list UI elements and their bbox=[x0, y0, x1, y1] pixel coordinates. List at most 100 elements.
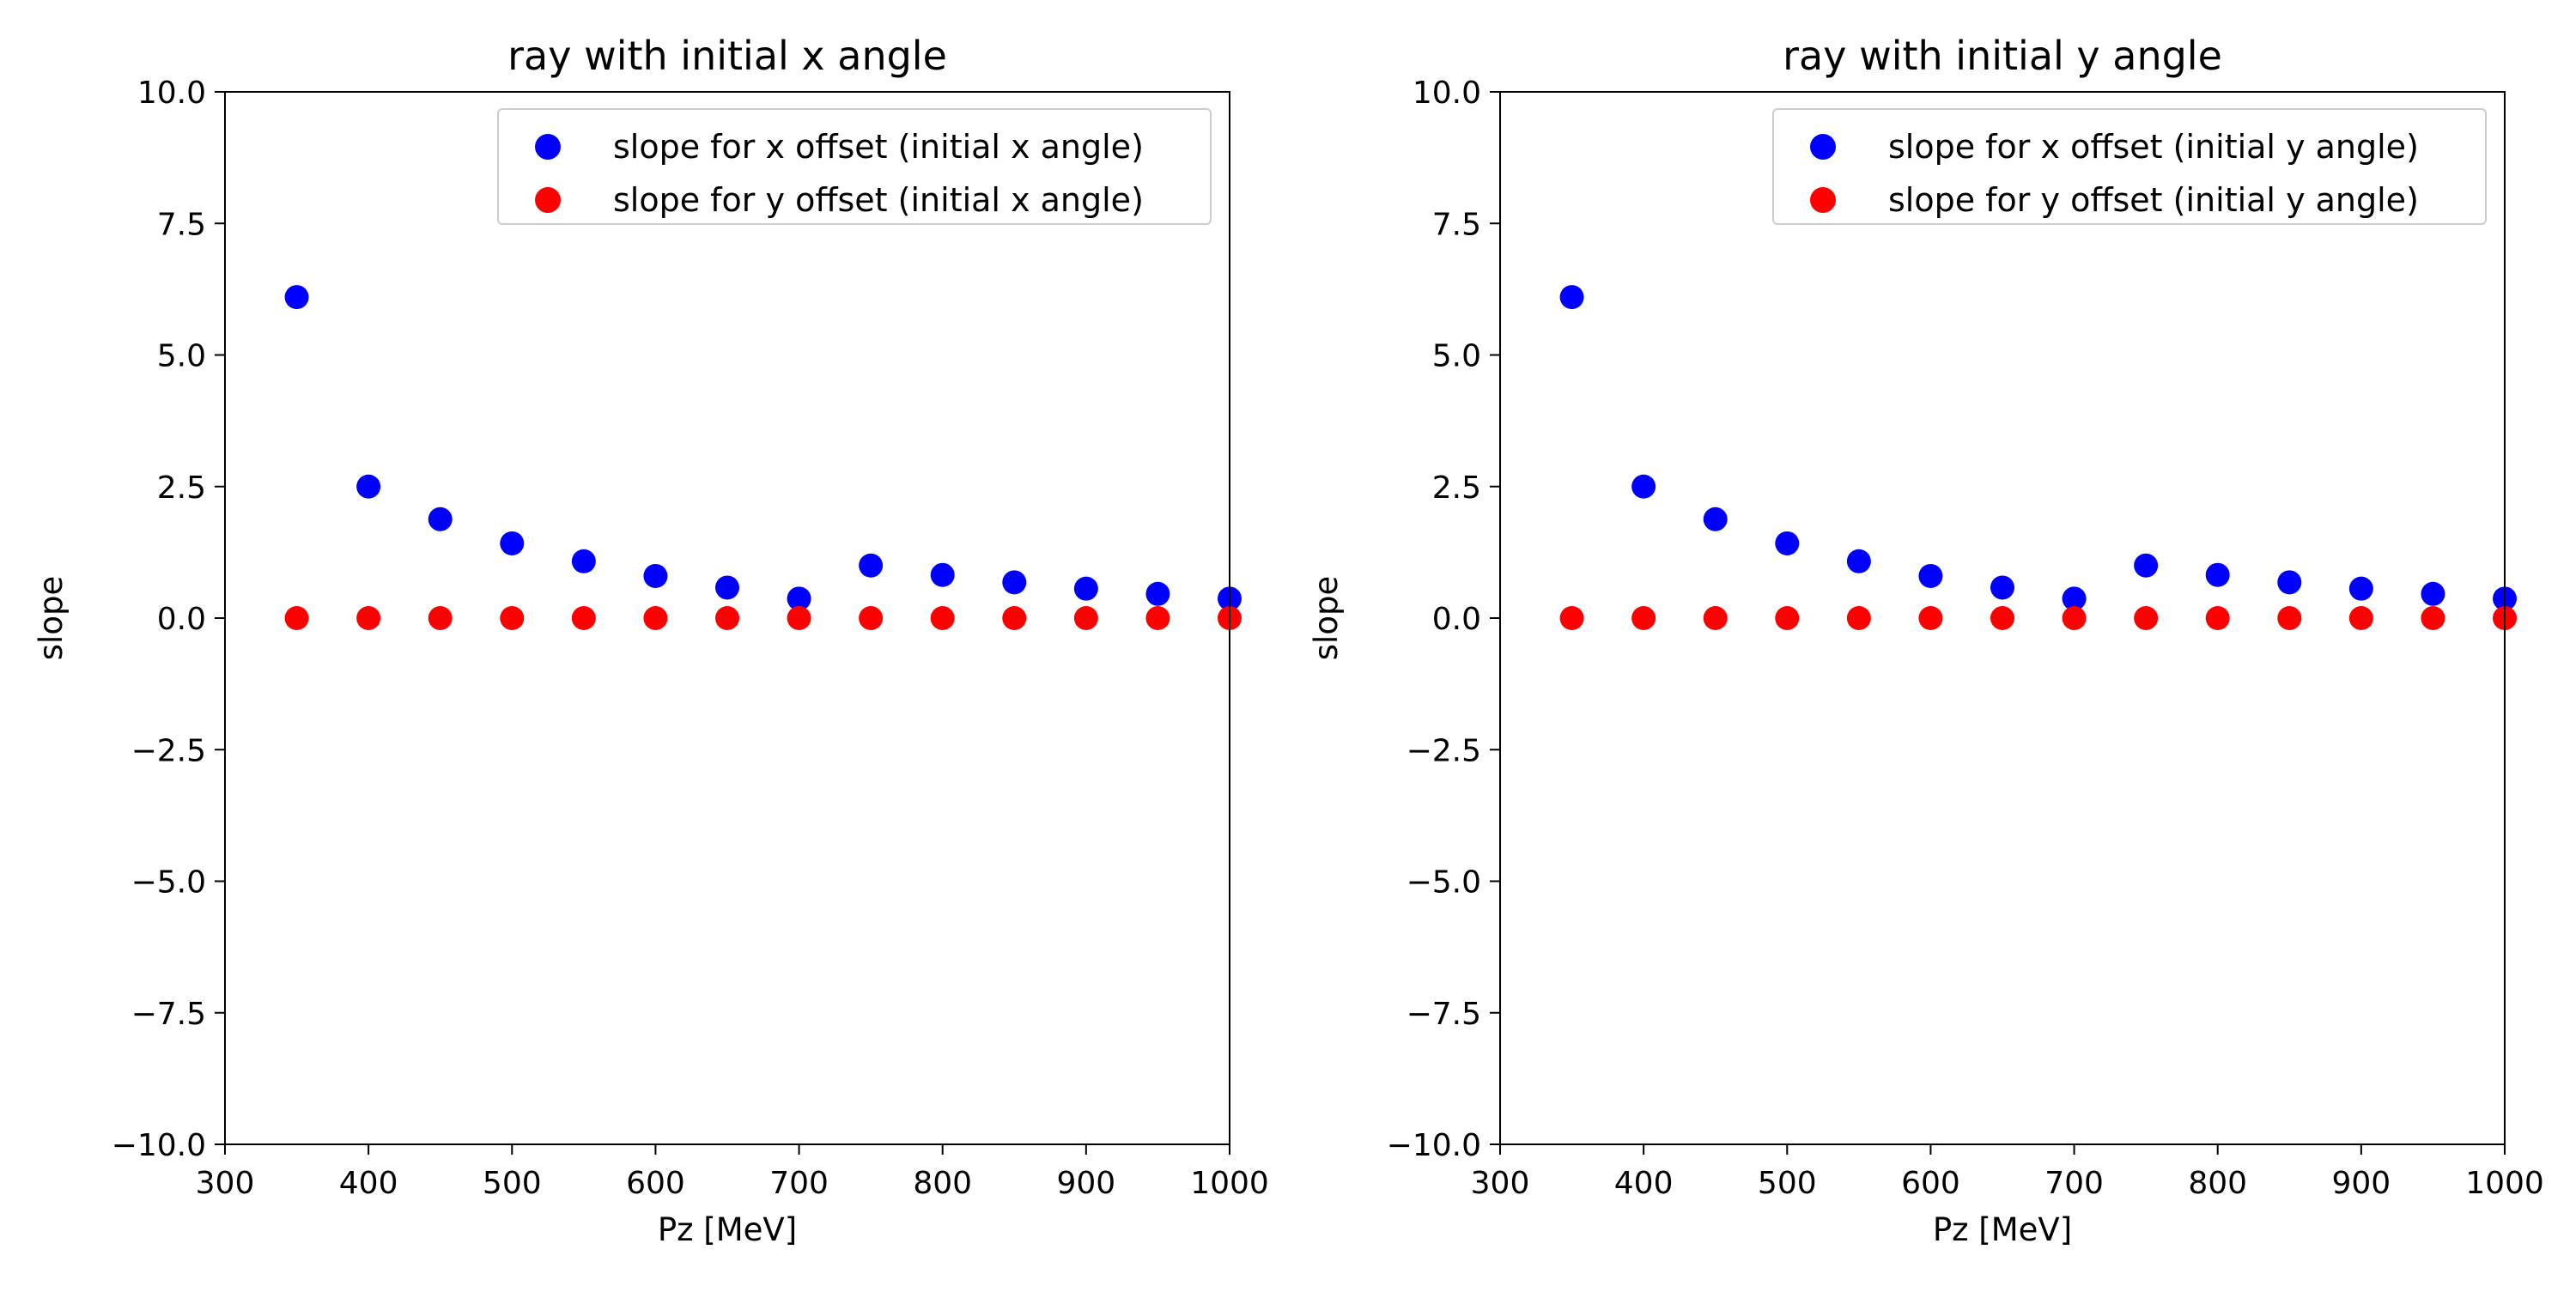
left-chart-x-offset-point bbox=[643, 563, 668, 588]
left-chart-x-offset-point bbox=[356, 474, 381, 499]
right-chart-ytick-label: −2.5 bbox=[1406, 733, 1481, 768]
right-chart-y-offset-point bbox=[2205, 606, 2230, 630]
right-chart-x-offset-point bbox=[2205, 562, 2230, 587]
right-chart-ytick-label: −7.5 bbox=[1406, 997, 1481, 1032]
left-chart-title: ray with initial x angle bbox=[507, 33, 947, 79]
left-chart-xlabel: Pz [MeV] bbox=[658, 1211, 797, 1248]
left-chart-xtick-label: 500 bbox=[483, 1166, 542, 1201]
right-chart-x-offset-point bbox=[2348, 576, 2373, 601]
left-chart-y-axis: 10.0 7.5 5.0 2.5 0.0 −2.5 −5.0 −7.5 −10.0 bbox=[112, 76, 225, 1163]
left-chart-xtick-label: 600 bbox=[626, 1166, 685, 1201]
left-chart-ytick-label: −5.0 bbox=[131, 865, 206, 901]
left-chart-y-offset-point bbox=[284, 606, 309, 630]
right-chart-xtick-label: 500 bbox=[1758, 1166, 1817, 1201]
left-chart-legend-label-y-offset: slope for y offset (initial x angle) bbox=[613, 181, 1144, 219]
right-chart-xtick-label: 400 bbox=[1614, 1166, 1674, 1201]
left-chart-xtick-label: 700 bbox=[769, 1166, 829, 1201]
right-chart-x-offset-point bbox=[2277, 570, 2302, 595]
left-chart-y-offset-point bbox=[715, 606, 739, 630]
left-chart-x-offset-point bbox=[859, 553, 884, 578]
right-chart-x-offset-point bbox=[1703, 506, 1728, 531]
right-chart-xtick-label: 900 bbox=[2331, 1166, 2391, 1201]
right-chart-y-offset-point bbox=[1631, 606, 1656, 630]
right-chart-y-offset-point bbox=[2277, 606, 2302, 630]
left-chart-y-offset-point bbox=[930, 606, 955, 630]
left-chart-ytick-label: 0.0 bbox=[157, 602, 206, 637]
right-chart-xtick-label: 700 bbox=[2044, 1166, 2104, 1201]
left-chart-y-offset-point bbox=[787, 606, 811, 630]
left-chart-y-offset-point bbox=[356, 606, 381, 630]
right-chart-ytick-label: 0.0 bbox=[1432, 602, 1481, 637]
right-chart-y-offset-point bbox=[1559, 606, 1584, 630]
right-chart-x-offset-point bbox=[1775, 531, 1800, 555]
right-chart-legend-marker-x-offset bbox=[1810, 134, 1836, 160]
right-chart-x-offset-point bbox=[2062, 586, 2087, 611]
left-chart-legend-box bbox=[497, 108, 1212, 225]
left-chart-y-offset-point bbox=[571, 606, 596, 630]
right-chart-legend-label-y-offset: slope for y offset (initial y angle) bbox=[1888, 181, 2419, 219]
right-chart-ytick-label: −5.0 bbox=[1406, 865, 1481, 901]
right-chart-x-offset-point bbox=[1631, 474, 1656, 499]
right-chart-ytick-label: −10.0 bbox=[1387, 1128, 1481, 1163]
right-chart-xtick-label: 800 bbox=[2188, 1166, 2247, 1201]
right-chart-legend-box bbox=[1772, 108, 2487, 225]
right-chart-x-offset-point bbox=[2134, 553, 2159, 578]
left-chart-x-offset-point bbox=[1002, 570, 1027, 595]
left-chart-plot-frame bbox=[224, 91, 1230, 1145]
left-chart-ytick-label: −2.5 bbox=[131, 733, 206, 768]
right-chart: ray with initial y angle Pz [MeV] slope … bbox=[1308, 33, 2544, 1248]
left-chart-x-offset-point bbox=[500, 531, 525, 555]
left-chart-xtick-label: 900 bbox=[1056, 1166, 1115, 1201]
left-chart-xtick-label: 800 bbox=[913, 1166, 972, 1201]
right-chart-y-axis: 10.0 7.5 5.0 2.5 0.0 −2.5 −5.0 −7.5 −10.0 bbox=[1387, 76, 1500, 1163]
right-chart-y-offset-point bbox=[1918, 606, 1943, 630]
right-chart-y-offset-point bbox=[2421, 606, 2445, 630]
right-chart-y-offset-point bbox=[1846, 606, 1871, 630]
right-chart-x-offset-point bbox=[1918, 563, 1943, 588]
right-chart-legend: slope for x offset (initial y angle) slo… bbox=[1772, 108, 2487, 225]
left-chart-legend-marker-y-offset bbox=[535, 187, 561, 213]
right-chart-ytick-label: 5.0 bbox=[1432, 339, 1481, 374]
left-chart-xtick-label: 300 bbox=[196, 1166, 255, 1201]
left-chart-x-offset-point bbox=[787, 586, 811, 611]
right-chart-points bbox=[1559, 285, 2517, 630]
right-chart-ytick-label: 7.5 bbox=[1432, 207, 1481, 242]
right-chart-y-offset-point bbox=[2062, 606, 2087, 630]
left-chart-x-offset-point bbox=[428, 506, 453, 531]
left-chart-xtick-label: 1000 bbox=[1190, 1166, 1269, 1201]
right-chart-title: ray with initial y angle bbox=[1783, 33, 2222, 79]
left-chart-x-offset-point bbox=[284, 285, 309, 310]
left-chart-y-offset-point bbox=[643, 606, 668, 630]
left-chart-legend-marker-x-offset bbox=[535, 134, 561, 160]
left-chart-ytick-label: 5.0 bbox=[157, 339, 206, 374]
right-chart-xtick-label: 600 bbox=[1901, 1166, 1960, 1201]
right-chart-x-offset-point bbox=[1559, 285, 1584, 310]
left-chart-ytick-label: 10.0 bbox=[137, 76, 206, 111]
left-chart-x-offset-point bbox=[930, 562, 955, 587]
right-chart-y-offset-point bbox=[2348, 606, 2373, 630]
left-chart-y-offset-point bbox=[500, 606, 525, 630]
right-chart-y-offset-point bbox=[1703, 606, 1728, 630]
right-chart-xtick-label: 1000 bbox=[2465, 1166, 2544, 1201]
right-chart-y-offset-point bbox=[2134, 606, 2159, 630]
right-chart-legend-label-x-offset: slope for x offset (initial y angle) bbox=[1888, 128, 2419, 166]
right-chart-x-axis: 300 400 500 600 700 800 900 1000 bbox=[1471, 1144, 2544, 1201]
right-chart-ytick-label: 2.5 bbox=[1432, 470, 1481, 506]
left-chart-x-offset-point bbox=[715, 575, 739, 600]
left-chart-x-offset-point bbox=[571, 549, 596, 573]
right-chart-y-offset-point bbox=[1990, 606, 2014, 630]
left-chart-y-offset-point bbox=[1073, 606, 1098, 630]
left-chart-ytick-label: 2.5 bbox=[157, 470, 206, 506]
left-chart-points bbox=[284, 285, 1242, 630]
right-chart-ylabel: slope bbox=[1308, 576, 1345, 660]
left-chart-x-axis: 300 400 500 600 700 800 900 1000 bbox=[196, 1144, 1269, 1201]
left-chart-legend: slope for x offset (initial x angle) slo… bbox=[497, 108, 1212, 225]
right-chart-x-offset-point bbox=[1846, 549, 1871, 573]
right-chart-y-offset-point bbox=[1775, 606, 1800, 630]
left-chart-y-offset-point bbox=[859, 606, 884, 630]
right-chart-x-offset-point bbox=[2421, 581, 2445, 606]
right-chart-plot-frame bbox=[1499, 91, 2506, 1145]
left-chart-x-offset-point bbox=[1073, 576, 1098, 601]
right-chart-legend-marker-y-offset bbox=[1810, 187, 1836, 213]
